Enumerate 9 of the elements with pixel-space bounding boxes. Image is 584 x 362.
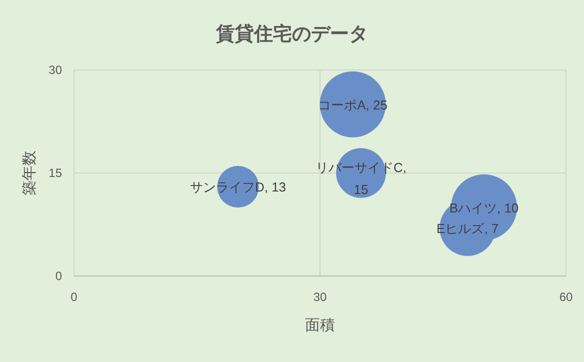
x-tick-label: 0 xyxy=(70,290,78,304)
y-axis-title: 築年数 xyxy=(21,150,38,196)
y-tick-label: 15 xyxy=(48,166,62,180)
x-axis-title: 面積 xyxy=(305,317,335,334)
x-tick-label: 60 xyxy=(559,290,573,304)
x-tick-label: 30 xyxy=(313,290,327,304)
y-tick-label: 0 xyxy=(55,269,62,283)
y-tick-label: 30 xyxy=(48,63,62,77)
chart-title: 賃貸住宅のデータ xyxy=(215,23,368,45)
